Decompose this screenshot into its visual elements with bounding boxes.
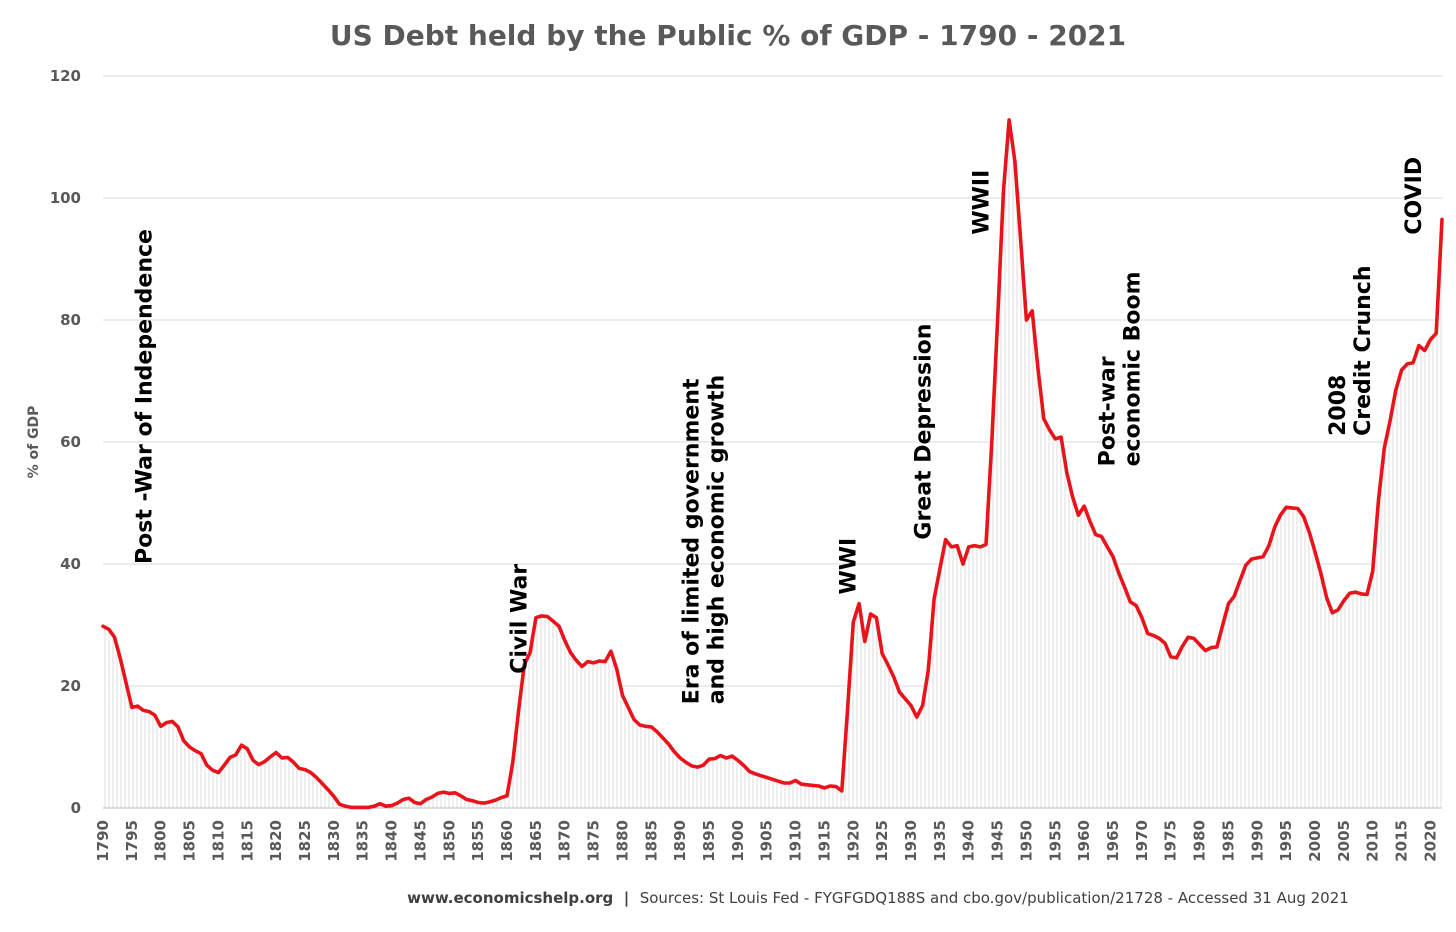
x-tick-label: 1830 — [325, 820, 343, 862]
y-tick-label: 40 — [60, 555, 81, 573]
annotation-line: and high economic growth — [705, 375, 730, 704]
x-tick-label: 1980 — [1191, 820, 1209, 862]
y-tick-label: 80 — [60, 311, 81, 329]
annotation-line: Credit Crunch — [1351, 265, 1376, 435]
x-tick-label: 1820 — [267, 820, 285, 862]
x-tick-label: 1955 — [1046, 820, 1064, 862]
x-tick-label: 2000 — [1306, 820, 1324, 862]
x-tick-label: 2010 — [1364, 820, 1382, 862]
y-tick-label: 120 — [50, 67, 81, 85]
annotation: 2008 Credit Crunch — [1326, 265, 1376, 435]
x-tick-label: 1845 — [411, 820, 429, 862]
x-tick-label: 1990 — [1248, 820, 1266, 862]
x-tick-label: 1905 — [758, 820, 776, 862]
x-tick-label: 1835 — [354, 820, 372, 862]
annotation-line: Civil War — [508, 564, 533, 674]
annotation: COVID — [1402, 157, 1427, 235]
x-tick-labels: 1790 1795 1800 1805 1810 1815 1820 1825 1830 1835… — [94, 820, 1439, 862]
x-tick-label: 2005 — [1335, 820, 1353, 862]
footer-site: www.economicshelp.org — [407, 889, 613, 907]
footer-sources: Sources: St Louis Fed - FYGFGDQ188S and … — [640, 889, 1349, 907]
x-tick-label: 1875 — [585, 820, 603, 862]
x-tick-label: 1890 — [671, 820, 689, 862]
x-tick-label: 1975 — [1162, 820, 1180, 862]
x-tick-label: 1860 — [498, 820, 516, 862]
annotations: Post -War of Independence Civil War Era of… — [132, 157, 1427, 704]
x-tick-label: 1970 — [1133, 820, 1151, 862]
x-tick-label: 2020 — [1421, 820, 1439, 862]
x-tick-label: 1810 — [209, 820, 227, 862]
x-tick-label: 1935 — [931, 820, 949, 862]
footer-separator: | — [624, 889, 629, 908]
annotation: Post -War of Independence — [132, 229, 157, 564]
annotation-line: economic Boom — [1120, 271, 1145, 466]
x-tick-label: 1960 — [1075, 820, 1093, 862]
x-tick-label: 2015 — [1393, 820, 1411, 862]
annotation-line: Great Depression — [912, 324, 937, 540]
x-tick-label: 1795 — [123, 820, 141, 862]
x-tick-label: 1870 — [556, 820, 574, 862]
chart-title: US Debt held by the Public % of GDP - 17… — [330, 19, 1126, 52]
y-axis-label: % of GDP — [26, 406, 42, 479]
x-tick-label: 1850 — [440, 820, 458, 862]
annotation: Great Depression — [912, 324, 937, 540]
annotation-line: Era of limited government — [680, 378, 705, 704]
y-tick-label: 60 — [60, 433, 81, 451]
x-tick-label: 1900 — [729, 820, 747, 862]
annotation-line: 2008 — [1326, 375, 1351, 436]
x-tick-label: 1805 — [181, 820, 199, 862]
x-tick-label: 1800 — [152, 820, 170, 862]
annotation: WWII — [969, 170, 994, 235]
x-tick-label: 1915 — [815, 820, 833, 862]
annotation-line: WWII — [969, 170, 994, 235]
x-tick-label: 1950 — [1017, 820, 1035, 862]
source-footer: www.economicshelp.org | Sources: St Loui… — [407, 889, 1349, 908]
x-tick-label: 1985 — [1219, 820, 1237, 862]
y-tick-label: 100 — [50, 189, 81, 207]
y-tick-label: 20 — [60, 677, 81, 695]
x-tick-label: 1865 — [527, 820, 545, 862]
x-tick-label: 1840 — [383, 820, 401, 862]
annotation: Post-war economic Boom — [1095, 271, 1145, 466]
y-tick-labels: 0 20 40 60 80 100 120 — [50, 67, 81, 817]
x-tick-label: 1910 — [787, 820, 805, 862]
x-tick-label: 1965 — [1104, 820, 1122, 862]
x-tick-label: 1825 — [296, 820, 314, 862]
debt-series-line — [101, 118, 1444, 810]
annotation: Civil War — [508, 564, 533, 674]
x-tick-label: 1880 — [613, 820, 631, 862]
annotation: WWI — [837, 538, 862, 595]
x-tick-label: 1885 — [642, 820, 660, 862]
annotation-line: COVID — [1402, 157, 1427, 235]
annotation-line: Post-war — [1095, 356, 1120, 466]
x-tick-label: 1855 — [469, 820, 487, 862]
x-tick-label: 1895 — [700, 820, 718, 862]
annotation-line: Post -War of Independence — [132, 229, 157, 564]
y-tick-label: 0 — [71, 799, 81, 817]
x-tick-label: 1940 — [960, 820, 978, 862]
annotation-line: WWI — [837, 538, 862, 595]
area-fill — [103, 119, 1442, 808]
x-tick-label: 1995 — [1277, 820, 1295, 862]
x-tick-label: 1925 — [873, 820, 891, 862]
x-tick-label: 1920 — [844, 820, 862, 862]
annotation: Era of limited government and high econom… — [680, 375, 730, 704]
x-tick-label: 1790 — [94, 820, 112, 862]
x-tick-label: 1945 — [989, 820, 1007, 862]
x-tick-label: 1815 — [238, 820, 256, 862]
x-tick-label: 1930 — [902, 820, 920, 862]
